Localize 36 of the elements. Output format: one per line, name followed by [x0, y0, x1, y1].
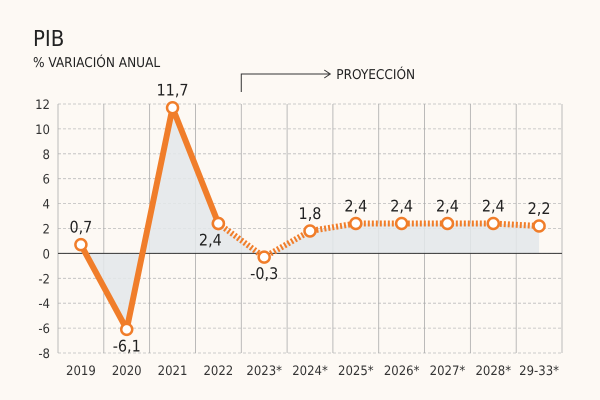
y-tick-label: 4 — [42, 198, 50, 213]
data-label: 2,4 — [390, 196, 414, 216]
x-tick-label: 2024* — [292, 364, 328, 379]
y-tick-label: 0 — [42, 247, 50, 262]
x-tick-label: 2019 — [66, 364, 96, 379]
x-tick-label: 2023* — [246, 364, 282, 379]
x-tick-label: 2027* — [430, 364, 466, 379]
x-tick-label: 2021 — [158, 364, 188, 379]
y-tick-label: 12 — [35, 98, 50, 113]
x-tick-label: 2028* — [475, 364, 512, 379]
chart-subtitle: % VARIACIÓN ANUAL — [33, 54, 160, 71]
x-tick-label: 2020 — [112, 364, 142, 379]
data-label: 2,4 — [198, 230, 222, 250]
y-tick-label: -8 — [38, 347, 50, 362]
y-tick-label: 8 — [42, 148, 50, 163]
data-label: -6,1 — [112, 336, 141, 356]
y-tick-label: -2 — [38, 272, 50, 288]
y-tick-label: 10 — [35, 122, 50, 138]
data-label: 0,7 — [69, 218, 92, 237]
data-label: 2,4 — [436, 196, 459, 216]
data-label: -0,3 — [250, 264, 278, 284]
x-tick-label: 2025* — [338, 364, 374, 379]
y-tick-label: -6 — [38, 322, 50, 338]
y-tick-label: 6 — [42, 172, 50, 188]
x-tick-label: 29-33* — [519, 364, 560, 379]
data-label: 1,8 — [298, 204, 322, 223]
chart-title: PIB — [33, 27, 64, 52]
data-label: 11,7 — [156, 80, 189, 100]
data-label: 2,4 — [482, 196, 505, 216]
y-tick-label: -4 — [38, 297, 50, 312]
x-tick-label: 2026* — [384, 364, 420, 379]
y-tick-label: 2 — [42, 222, 50, 238]
data-label: 2,2 — [528, 199, 551, 218]
text: PROYECCIÓN — [336, 66, 416, 83]
data-label: 2,4 — [344, 196, 368, 216]
x-tick-label: 2022 — [203, 364, 234, 379]
